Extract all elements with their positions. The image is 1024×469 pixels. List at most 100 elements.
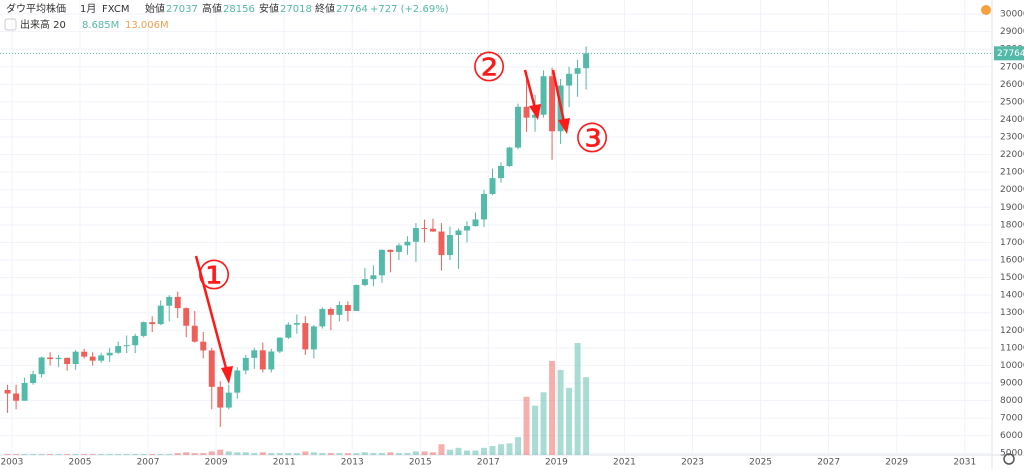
candle-body <box>515 106 522 148</box>
candle-body <box>412 228 419 242</box>
candle-body <box>259 350 266 370</box>
volume-bar <box>429 452 436 455</box>
volume-bar <box>412 451 419 455</box>
volume-bar <box>472 450 479 455</box>
candle-body <box>157 305 164 325</box>
candle-body <box>225 392 232 408</box>
volume-bar <box>268 453 275 455</box>
candle-body <box>81 351 88 357</box>
candle-body <box>583 53 590 69</box>
candle-body <box>361 279 368 285</box>
candle-body <box>540 76 547 115</box>
y-tick-label: 5000 <box>1000 449 1023 459</box>
volume-bar <box>498 444 504 455</box>
x-tick-label: 2019 <box>545 458 568 468</box>
x-tick-label: 2007 <box>137 458 160 468</box>
y-tick-label: 30000 <box>1000 10 1024 20</box>
candle-body <box>489 178 496 194</box>
low-label: 安値 <box>259 2 279 15</box>
candle-body <box>395 245 402 252</box>
y-tick-label: 27000 <box>1000 62 1024 72</box>
candle-body <box>123 345 130 347</box>
candle-body <box>4 390 11 394</box>
volume-bar <box>378 453 385 455</box>
volume-bar <box>64 454 71 455</box>
volume-bar <box>302 451 309 455</box>
volume-bar <box>319 453 326 455</box>
interval: 1月 <box>80 3 96 15</box>
volume-bar <box>200 453 207 455</box>
candle-body <box>353 284 360 311</box>
close-value: 27764 <box>336 4 368 15</box>
candle-body <box>370 275 377 280</box>
volume-bar <box>515 437 522 455</box>
volume-bar <box>157 454 164 455</box>
candle-body <box>13 393 20 401</box>
volume-bar <box>174 453 181 455</box>
annotation: ③ <box>574 116 610 162</box>
candle-body <box>174 296 181 309</box>
volume-bar <box>285 453 292 455</box>
y-tick-label: 7000 <box>1000 414 1023 424</box>
candle-body <box>106 352 113 356</box>
price-tag-label: 27764 <box>997 49 1024 59</box>
x-tick-label: 2031 <box>953 458 976 468</box>
annotation: ① <box>196 253 232 299</box>
y-tick-label: 18000 <box>1000 220 1024 230</box>
y-tick-label: 29000 <box>1000 27 1024 37</box>
source: FXCM <box>102 4 130 15</box>
volume-bar <box>395 453 402 455</box>
volume-bar <box>30 454 37 455</box>
candle-body <box>319 309 326 327</box>
alert-icon[interactable] <box>981 5 991 15</box>
candle-body <box>200 341 207 351</box>
y-tick-label: 16000 <box>1000 256 1024 266</box>
y-tick-label: 15000 <box>1000 273 1024 283</box>
y-tick-label: 19000 <box>1000 203 1024 213</box>
volume-bar <box>566 387 573 455</box>
candle-body <box>38 357 45 375</box>
candle-body <box>285 324 292 338</box>
candle-body <box>72 351 79 364</box>
candle-body <box>566 73 573 86</box>
settings-icon[interactable] <box>1003 453 1015 465</box>
x-tick-label: 2011 <box>273 458 296 468</box>
volume-bar <box>72 454 79 455</box>
candle-body <box>64 357 71 364</box>
volume-bar <box>81 454 88 455</box>
y-tick-label: 26000 <box>1000 80 1024 90</box>
candle-body <box>404 241 411 246</box>
x-tick-label: 2005 <box>69 458 92 468</box>
candle-body <box>234 370 241 393</box>
volume-bar <box>574 343 581 455</box>
candle-body <box>532 114 539 118</box>
candle-body <box>387 249 394 252</box>
volume-bar <box>540 392 547 455</box>
volume-bar <box>140 454 147 455</box>
y-tick-label: 11000 <box>1000 343 1024 353</box>
annotation: ② <box>471 45 507 91</box>
open-value: 27037 <box>166 4 198 15</box>
volume-bar <box>191 453 198 455</box>
x-tick-label: 2013 <box>341 458 364 468</box>
candle-body <box>446 235 453 256</box>
candle-body <box>251 350 258 358</box>
volume-ma: 13.006M <box>125 20 169 31</box>
volume-bar <box>106 454 113 455</box>
candle-body <box>336 304 343 315</box>
volume-bar <box>489 446 496 455</box>
volume-bar <box>532 405 539 455</box>
candle-body <box>481 193 487 220</box>
y-tick-label: 6000 <box>1000 431 1023 441</box>
volume-bar <box>446 449 453 455</box>
volume-bar <box>217 449 224 455</box>
volume-bar <box>421 451 428 455</box>
low-value: 27018 <box>280 4 312 15</box>
x-tick-label: 2025 <box>749 458 772 468</box>
collapse-button[interactable] <box>4 18 17 31</box>
y-tick-label: 24000 <box>1000 115 1024 125</box>
volume-bar <box>21 454 28 455</box>
candle-body <box>132 335 139 346</box>
candle-body <box>47 357 54 360</box>
